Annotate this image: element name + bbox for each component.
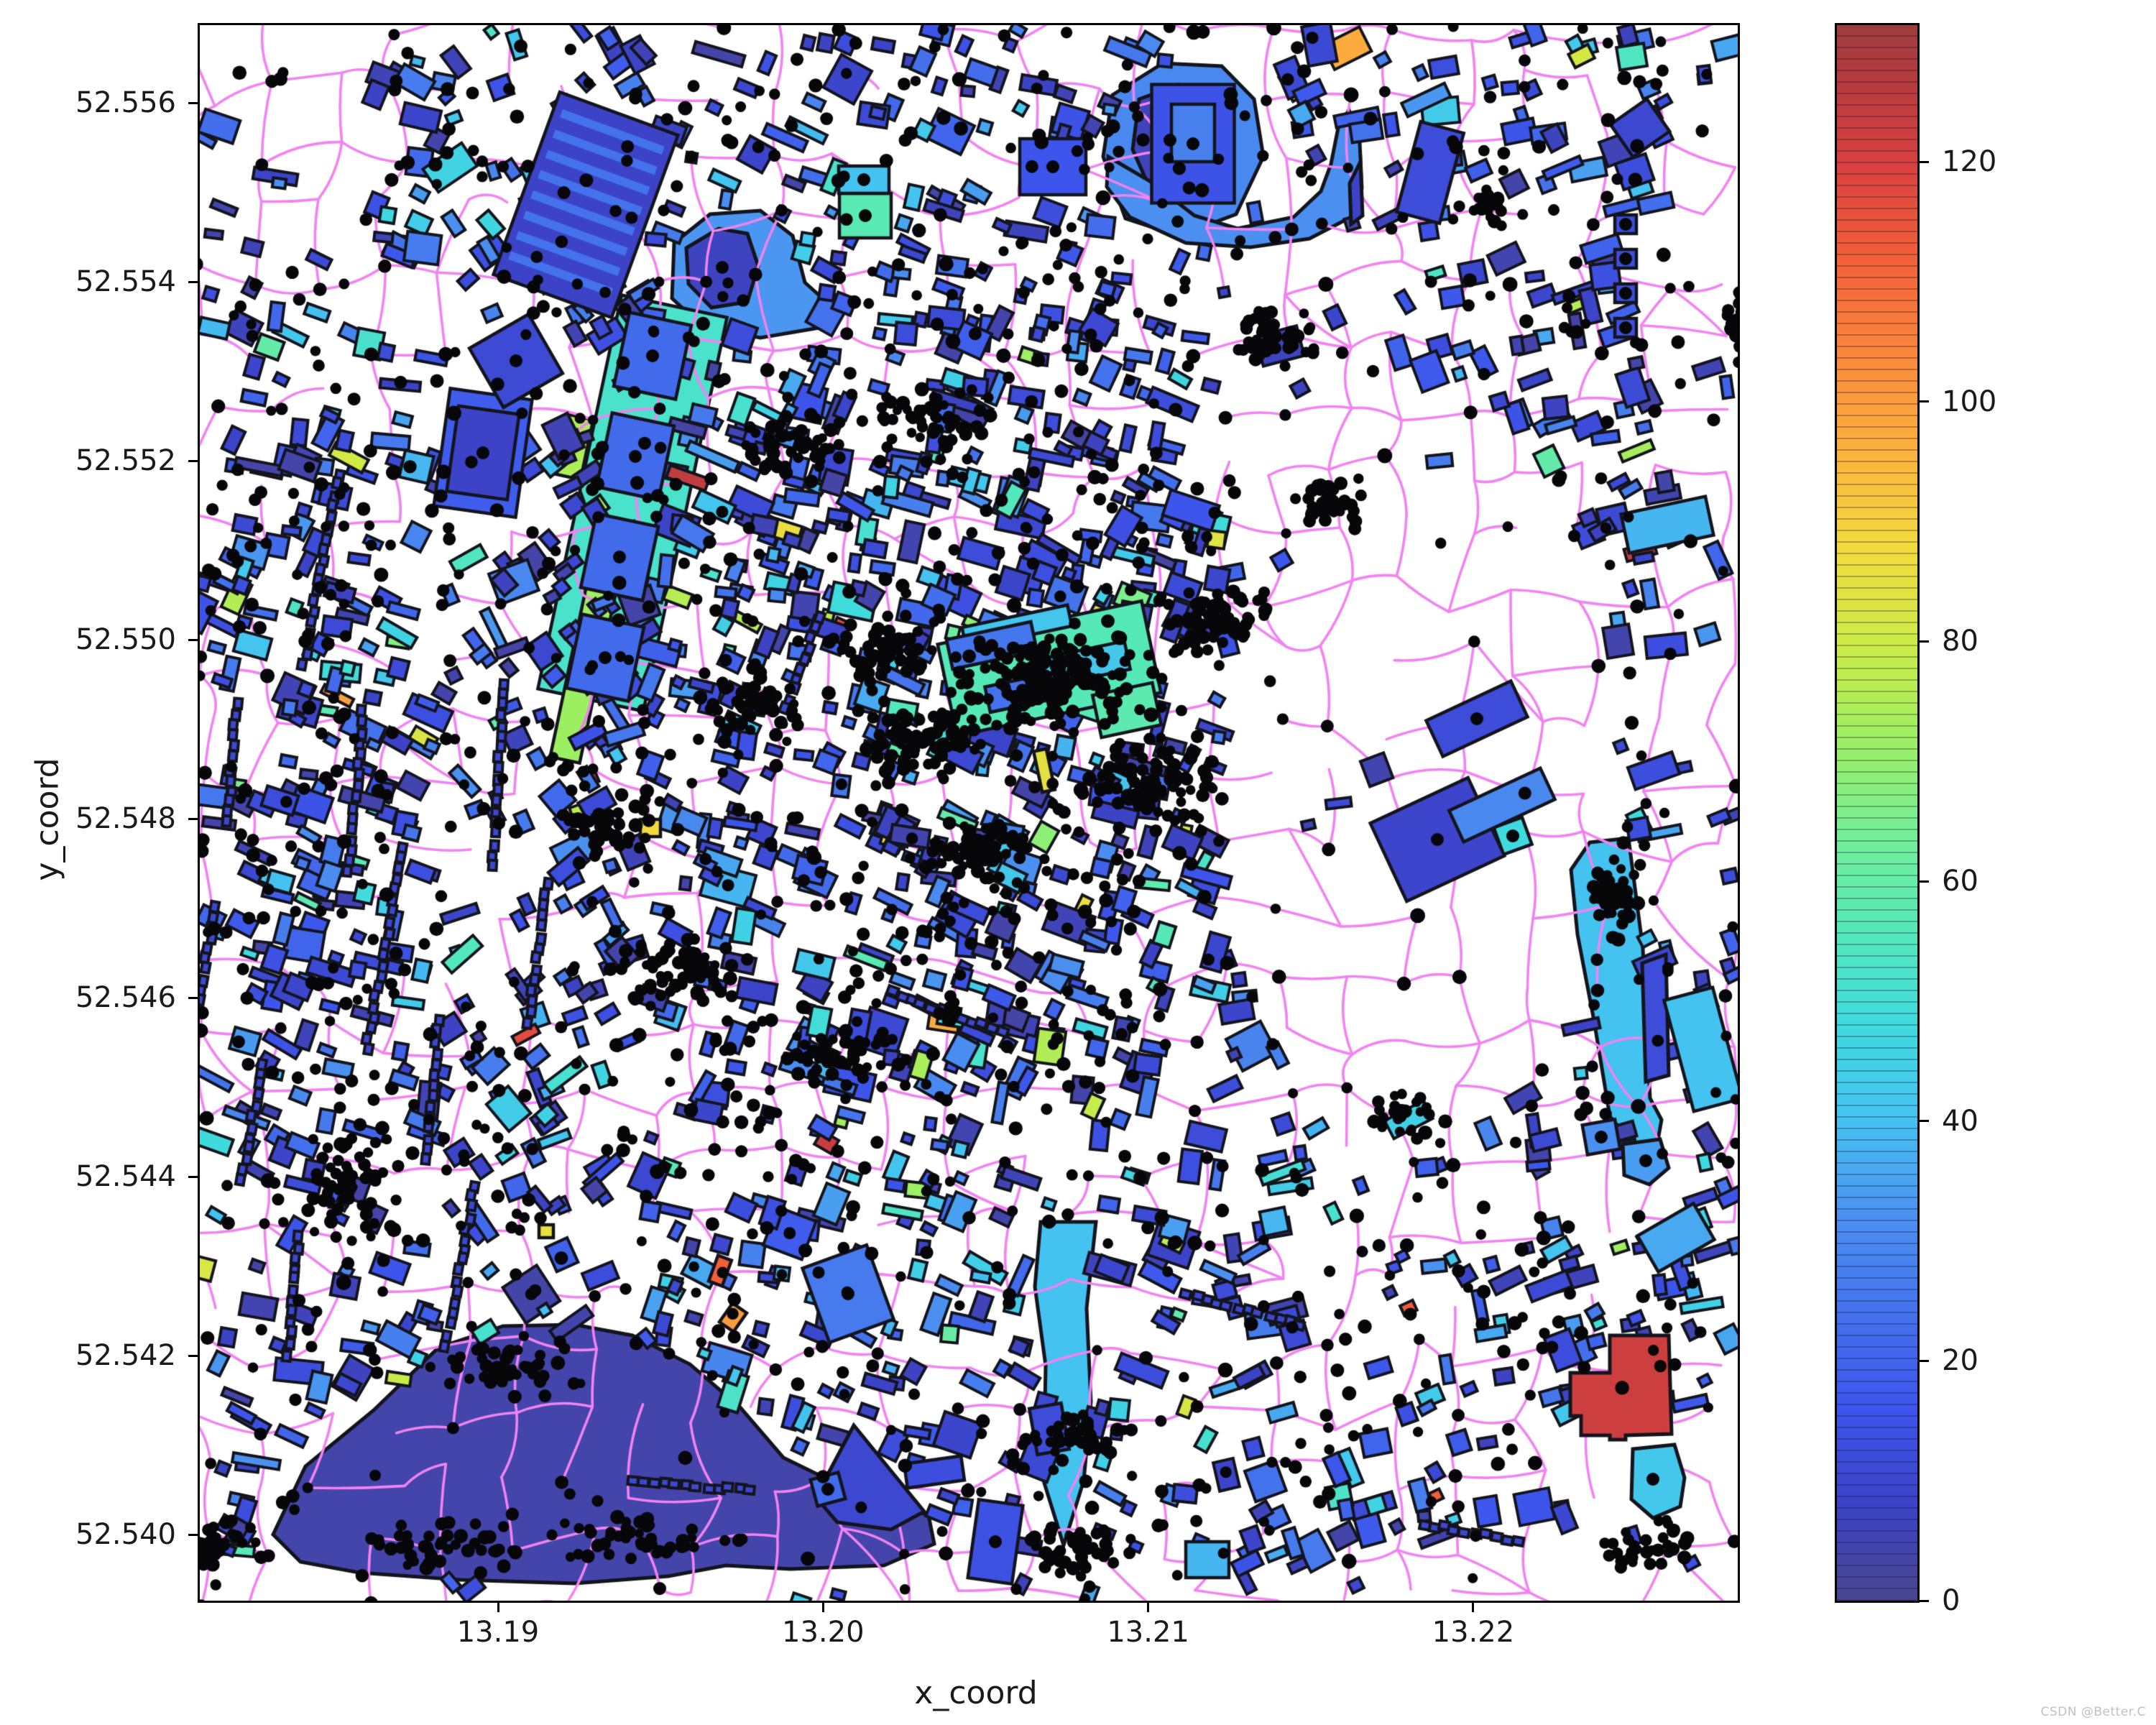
y-tick-label: 52.544 <box>75 1160 176 1193</box>
y-tick-label: 52.556 <box>75 86 176 119</box>
colorbar-tick-label: 100 <box>1942 385 1997 418</box>
colorbar-tick-label: 80 <box>1942 625 1978 658</box>
x-tick-label: 13.19 <box>456 1616 540 1649</box>
y-tick-mark <box>188 280 200 283</box>
y-tick-mark <box>188 996 200 999</box>
watermark: CSDN @Better.C <box>2040 1705 2146 1719</box>
x-tick-mark <box>497 1601 499 1612</box>
y-tick-mark <box>188 459 200 462</box>
y-tick-label: 52.552 <box>75 444 176 477</box>
colorbar-tick-mark <box>1917 640 1929 643</box>
x-tick-label: 13.20 <box>782 1616 865 1649</box>
colorbar-tick-label: 60 <box>1942 865 1978 898</box>
colorbar-tick-mark <box>1917 160 1929 163</box>
y-axis-label: y_coord <box>29 758 66 881</box>
colorbar-tick-label: 20 <box>1942 1344 1978 1378</box>
colorbar-tick-label: 0 <box>1942 1584 1961 1617</box>
y-tick-label: 52.540 <box>75 1518 176 1551</box>
x-tick-mark <box>1472 1601 1475 1612</box>
colorbar-tick-mark <box>1917 400 1929 403</box>
map-canvas <box>200 25 1738 1601</box>
colorbar-tick-mark <box>1917 1599 1929 1602</box>
x-axis-label: x_coord <box>914 1675 1038 1711</box>
y-tick-label: 52.554 <box>75 265 176 298</box>
y-tick-mark <box>188 1354 200 1357</box>
x-tick-mark <box>1147 1601 1150 1612</box>
y-tick-mark <box>188 817 200 820</box>
colorbar-gradient <box>1837 25 1917 1601</box>
y-tick-label: 52.550 <box>75 623 176 656</box>
colorbar <box>1835 23 1920 1603</box>
x-tick-label: 13.22 <box>1432 1616 1515 1649</box>
colorbar-tick-mark <box>1917 1359 1929 1362</box>
colorbar-stripes <box>1837 25 1917 1601</box>
y-tick-mark <box>188 638 200 641</box>
y-tick-mark <box>188 1533 200 1536</box>
x-tick-mark <box>821 1601 824 1612</box>
colorbar-tick-mark <box>1917 1120 1929 1123</box>
y-tick-mark <box>188 1175 200 1178</box>
colorbar-tick-label: 40 <box>1942 1104 1978 1138</box>
colorbar-tick-label: 120 <box>1942 145 1997 179</box>
y-tick-label: 52.546 <box>75 981 176 1014</box>
y-tick-label: 52.548 <box>75 802 176 835</box>
y-tick-label: 52.542 <box>75 1339 176 1372</box>
x-tick-label: 13.21 <box>1107 1616 1189 1649</box>
colorbar-tick-mark <box>1917 880 1929 883</box>
y-tick-mark <box>188 101 200 104</box>
